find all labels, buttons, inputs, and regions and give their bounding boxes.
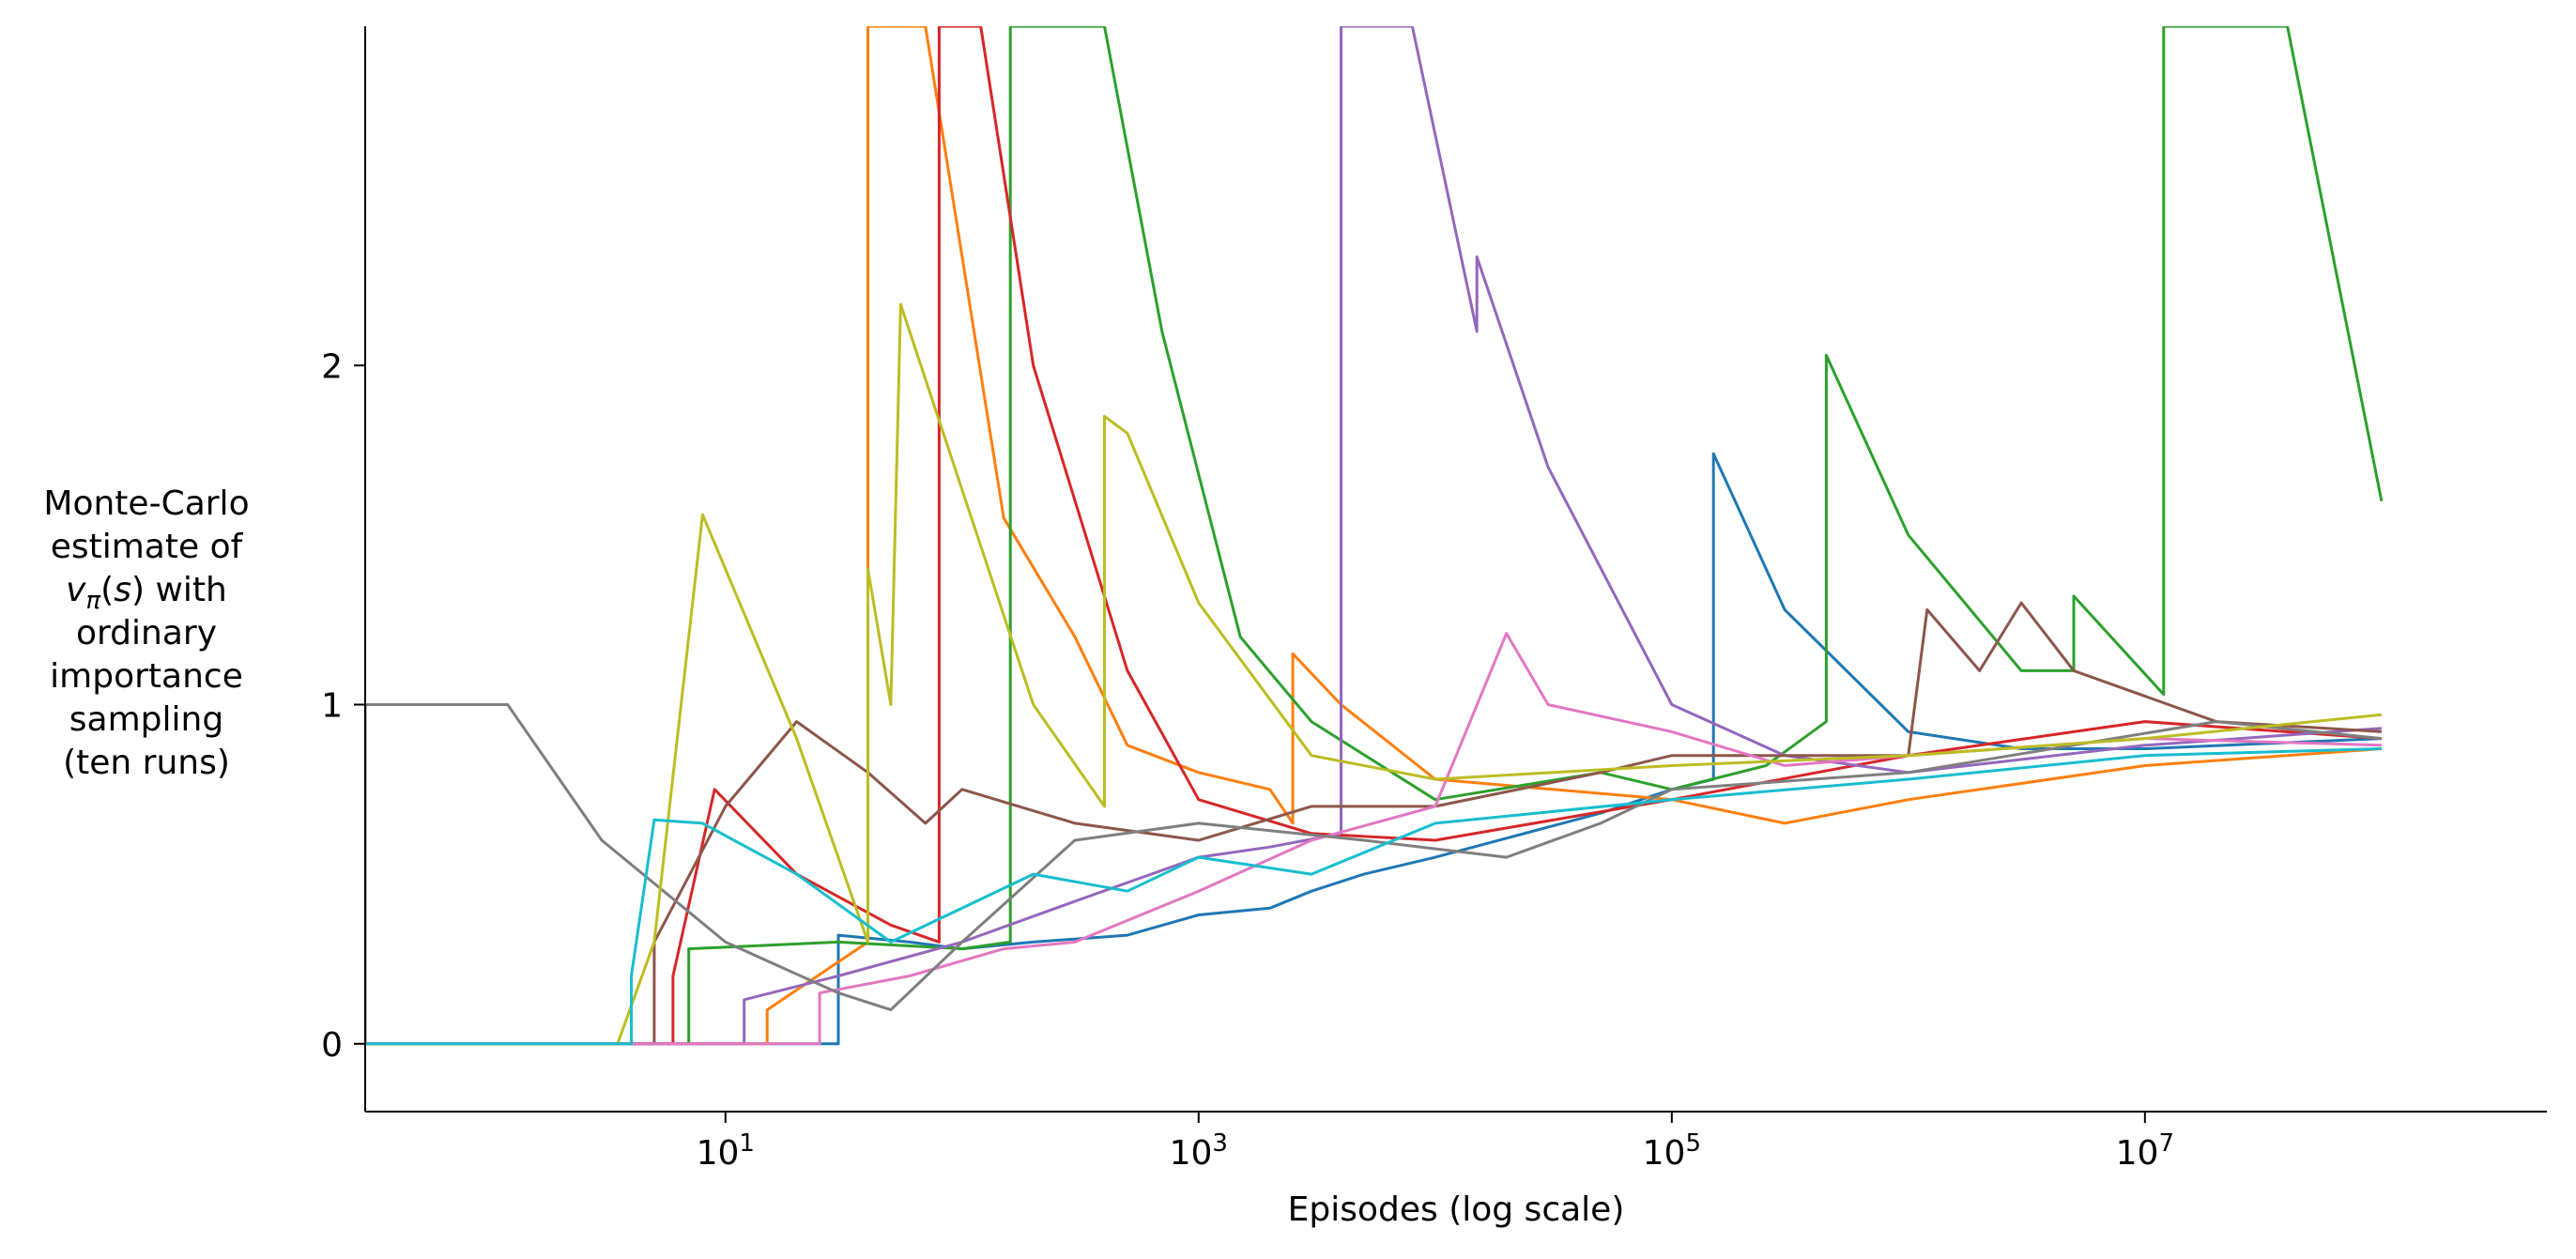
y-axis-title-line-3: vπ(s) with <box>66 571 227 615</box>
x-tick-label-1: 101 <box>697 1129 755 1173</box>
x-ticks: 101 103 105 107 <box>697 1112 2174 1173</box>
y-axis-title-line-1: Monte-Carlo <box>43 484 249 523</box>
x-tick-label-2: 103 <box>1170 1129 1228 1173</box>
y-axis-title-line-6: sampling <box>69 700 223 739</box>
y-axis-title-line-5: importance <box>50 657 243 696</box>
y-axis-title-line-7: (ten runs) <box>63 744 230 782</box>
y-tick-label-2: 1 <box>321 687 343 726</box>
series-lines <box>365 26 2384 1046</box>
y-tick-label-1: 0 <box>321 1026 343 1065</box>
series-line-10 <box>365 747 2382 1046</box>
series-line-8 <box>365 703 2383 1044</box>
x-tick-label-4: 107 <box>2116 1129 2174 1173</box>
y-axis-title-line-2: estimate of <box>51 528 244 566</box>
series-line-1 <box>365 452 2382 1046</box>
series-line-7 <box>365 632 2382 1046</box>
y-tick-label-3: 2 <box>321 347 343 386</box>
series-line-4 <box>365 26 2383 1046</box>
series-line-2 <box>365 26 2383 1046</box>
series-line-6 <box>365 601 2382 1046</box>
series-line-5 <box>365 26 2383 1046</box>
axes <box>364 26 2547 1113</box>
y-axis-title-line-4: ordinary <box>76 614 217 653</box>
y-axis-title: Monte-Carlo estimate of vπ(s) withordinary… <box>43 484 249 782</box>
x-tick-label-3: 105 <box>1643 1129 1701 1173</box>
y-ticks: 0 1 2 <box>321 347 365 1065</box>
x-axis-title: Episodes (log scale) <box>1288 1190 1625 1229</box>
series-line-3 <box>365 26 2384 1046</box>
series-line-9 <box>365 302 2383 1046</box>
